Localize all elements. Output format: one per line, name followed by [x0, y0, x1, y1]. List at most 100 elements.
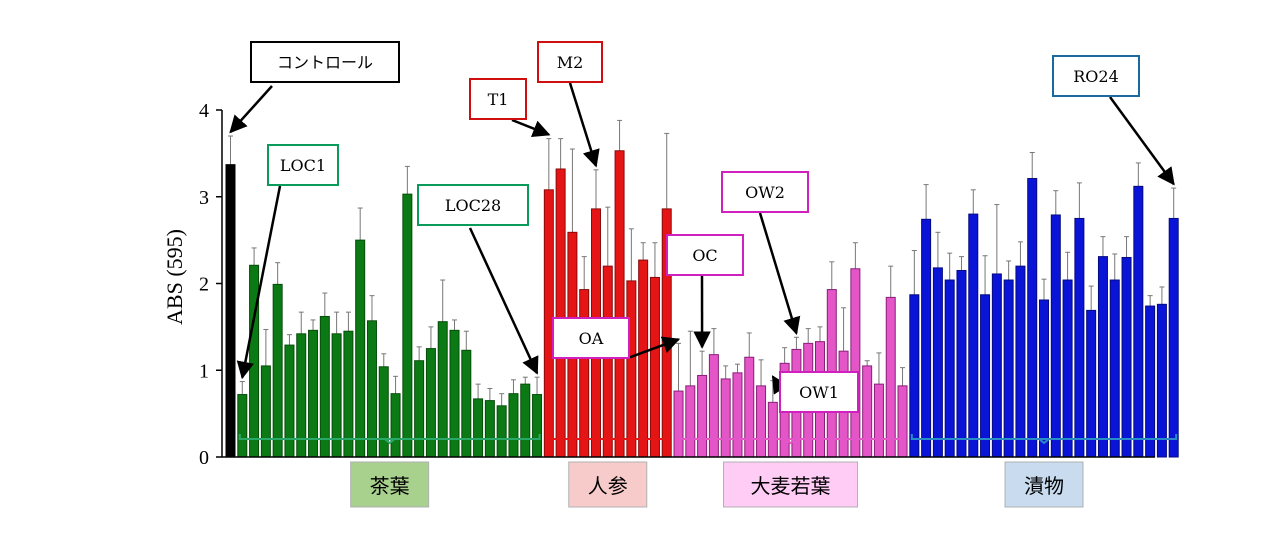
bar — [1133, 185, 1144, 458]
bar — [437, 321, 448, 458]
bar — [1027, 178, 1038, 458]
bar — [980, 294, 991, 458]
bar — [461, 349, 472, 458]
bar — [402, 193, 413, 458]
y-tick-label: 4 — [199, 100, 209, 122]
bar — [378, 366, 389, 458]
bar — [1109, 279, 1120, 458]
callout-arrow — [627, 336, 681, 360]
callout-box — [537, 41, 603, 83]
callout-label: T1 — [488, 90, 509, 109]
bar — [602, 265, 613, 458]
bar — [767, 401, 778, 458]
callout-arrow — [758, 212, 801, 335]
bar — [579, 289, 590, 458]
group-bracket — [910, 434, 1178, 440]
bar — [1050, 214, 1061, 458]
bar — [1074, 217, 1085, 458]
group-bracket-notch — [784, 438, 797, 445]
bar — [1145, 305, 1156, 458]
bar — [366, 320, 377, 458]
bar — [484, 400, 495, 458]
bar — [355, 239, 366, 458]
group-label: 漬物 — [1024, 474, 1064, 498]
callout-box — [1052, 55, 1140, 97]
bar — [697, 374, 708, 458]
bar — [260, 365, 271, 458]
y-tick-label: 1 — [199, 360, 209, 382]
callout-arrow — [468, 227, 539, 375]
callout-box — [417, 184, 529, 226]
group-bracket-notch — [384, 438, 396, 445]
callout-label: コントロール — [277, 53, 373, 72]
bar — [685, 385, 696, 458]
bar — [532, 394, 543, 458]
bar — [1168, 217, 1179, 458]
group-label-box — [723, 461, 859, 508]
bar — [508, 393, 519, 458]
bar — [885, 296, 896, 458]
group-label-box — [350, 461, 430, 508]
y-axis-title: ABS (595) — [162, 229, 187, 325]
bar — [932, 267, 943, 458]
bar — [708, 354, 719, 458]
bar — [991, 273, 1002, 458]
bar — [425, 348, 436, 458]
bar — [756, 385, 767, 458]
callout-box — [250, 41, 400, 83]
bar — [956, 269, 967, 458]
callout-label: LOC1 — [280, 156, 326, 175]
bar — [968, 213, 979, 458]
callout-arrow — [1108, 96, 1175, 186]
callout-arrow — [236, 185, 282, 380]
bar — [626, 280, 637, 458]
bar — [390, 393, 401, 458]
bar — [732, 372, 743, 458]
y-tick-label: 3 — [199, 187, 209, 209]
bar — [555, 168, 566, 458]
bar — [543, 189, 554, 458]
bar — [873, 383, 884, 458]
callout-box — [666, 234, 744, 276]
group-label-box — [1004, 461, 1084, 508]
bars-layer — [225, 119, 1179, 458]
callout-arrow — [568, 82, 600, 168]
bar — [284, 344, 295, 458]
bar — [614, 150, 625, 458]
bar — [520, 383, 531, 458]
callout-label: RO24 — [1073, 67, 1119, 86]
y-tick-label: 2 — [199, 274, 209, 296]
bar — [649, 276, 660, 458]
callout-label: OW1 — [799, 383, 839, 402]
group-bracket-notch — [1038, 438, 1050, 445]
bar — [850, 268, 861, 458]
bar — [1039, 299, 1050, 458]
callout-box — [552, 317, 630, 359]
bar — [237, 394, 248, 458]
bar — [1156, 303, 1167, 458]
bar — [744, 356, 755, 458]
bar — [272, 283, 283, 458]
group-bracket — [675, 434, 907, 440]
bar — [1121, 256, 1132, 458]
callout-label: M2 — [557, 53, 584, 72]
group-bracket — [238, 434, 541, 440]
callout-box — [469, 78, 527, 120]
group-label: 人参 — [588, 474, 628, 498]
bar — [897, 385, 908, 458]
bar — [1062, 279, 1073, 458]
callout-label: OC — [692, 246, 717, 265]
bar — [909, 294, 920, 458]
bar — [673, 390, 684, 458]
bar — [1015, 265, 1026, 458]
bar — [921, 218, 932, 458]
bar — [473, 398, 484, 458]
group-bracket-notch — [602, 438, 614, 445]
callout-label: OW2 — [745, 183, 785, 202]
callout-box — [721, 171, 809, 213]
group-label: 茶葉 — [370, 474, 410, 498]
callout-box — [267, 144, 339, 186]
callout-box — [779, 371, 859, 413]
bar — [225, 164, 236, 458]
